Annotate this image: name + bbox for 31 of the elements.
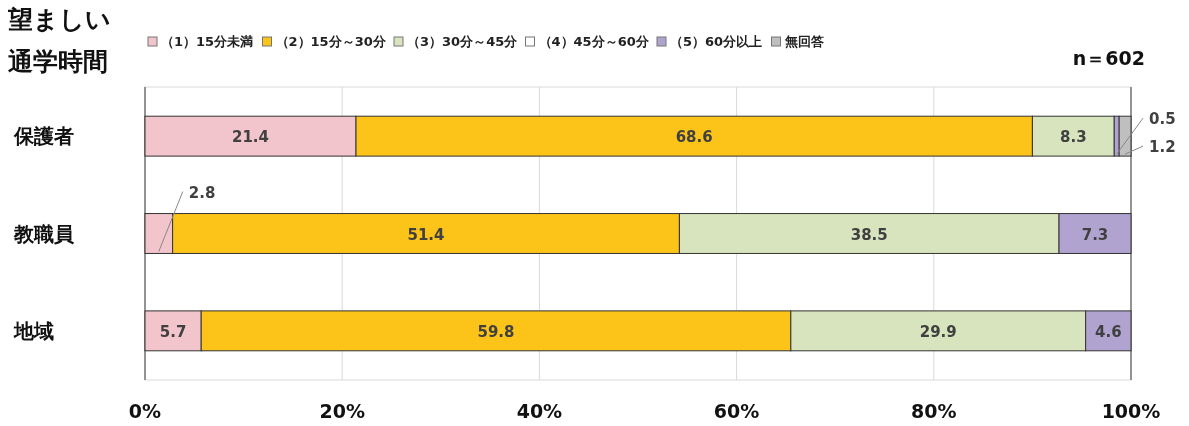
bar (1118, 115, 1132, 157)
data-label: 0.5 (1149, 110, 1176, 129)
y-tick-label: 教職員 (13, 221, 75, 246)
data-label: 51.4 (407, 225, 445, 244)
legend-label: 無回答 (783, 34, 824, 49)
legend-label: （2）15分～30分 (275, 34, 387, 49)
data-label: 8.3 (1060, 128, 1087, 147)
y-tick-label: 地域 (13, 318, 54, 343)
x-tick-label: 60% (713, 400, 760, 422)
data-label: 59.8 (477, 322, 515, 341)
x-tick-label: 0% (128, 400, 162, 422)
legend-label: （1）15分未満 (161, 34, 254, 49)
legend-label: （4）45分～60分 (538, 34, 650, 49)
chart-title: 望ましい通学時間 (7, 5, 111, 76)
data-label: 21.4 (231, 128, 270, 147)
data-label: 4.6 (1095, 322, 1122, 341)
x-tick-label: 20% (319, 400, 365, 422)
data-label: 5.7 (159, 322, 187, 341)
data-label: 1.2 (1149, 138, 1176, 157)
data-label: 38.5 (850, 225, 888, 244)
data-label: 2.8 (188, 183, 216, 202)
y-tick-label: 保護者 (13, 124, 74, 149)
legend-label: （3）30分～45分 (407, 34, 519, 49)
legend-label: （5）60分以上 (670, 34, 763, 49)
data-label: 29.9 (919, 322, 957, 341)
data-label: 7.3 (1081, 225, 1109, 244)
text: n＝602 (1072, 47, 1145, 69)
x-tick-label: 40% (516, 400, 563, 422)
x-tick-label: 80% (911, 400, 957, 422)
data-label: 68.6 (675, 128, 713, 147)
x-tick-label: 100% (1101, 400, 1161, 422)
